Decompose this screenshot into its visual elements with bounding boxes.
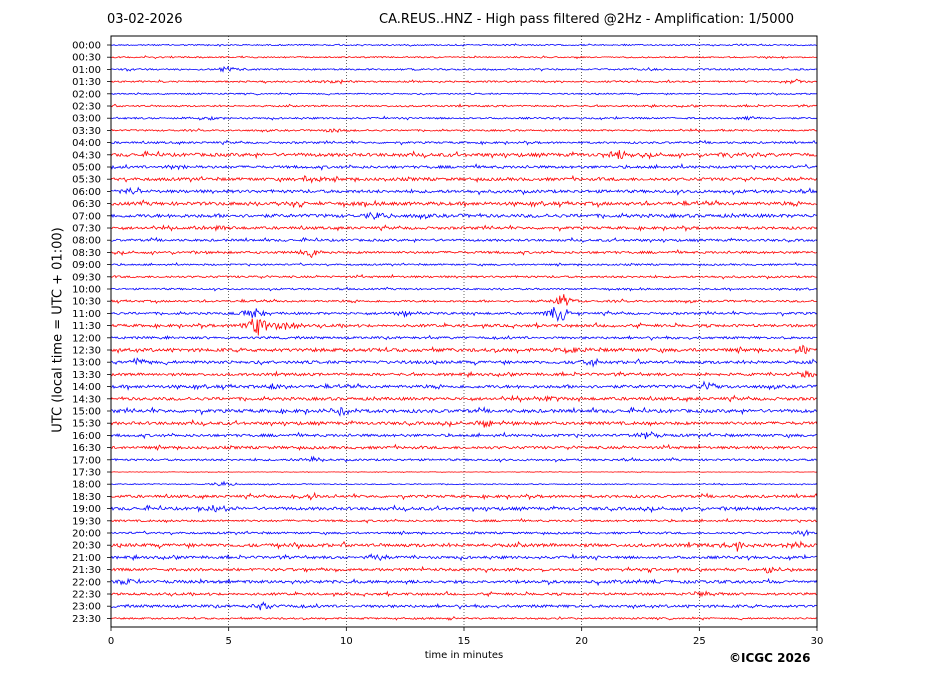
y-tick-label: 19:00 bbox=[72, 504, 101, 515]
trace-row-1930 bbox=[110, 517, 818, 524]
y-tick-label: 08:00 bbox=[72, 236, 101, 247]
y-tick-label: 20:30 bbox=[72, 541, 101, 552]
y-tick-label: 10:30 bbox=[72, 297, 101, 308]
x-tick-label: 10 bbox=[340, 636, 353, 647]
y-tick-label: 17:30 bbox=[72, 468, 101, 479]
copyright-label: ©ICGC 2026 bbox=[729, 651, 811, 665]
trace-row-1300 bbox=[111, 357, 818, 368]
trace-row-1330 bbox=[110, 370, 818, 379]
x-tick-label: 5 bbox=[225, 636, 231, 647]
y-tick-label: 08:30 bbox=[72, 248, 101, 259]
y-tick-label: 15:00 bbox=[72, 407, 101, 418]
trace-row-0500 bbox=[110, 162, 818, 171]
y-tick-label: 11:00 bbox=[72, 309, 101, 320]
date-label: 03-02-2026 bbox=[107, 12, 183, 27]
x-tick-label: 0 bbox=[108, 636, 114, 647]
y-tick-label: 23:30 bbox=[72, 614, 101, 625]
trace-row-2130 bbox=[110, 565, 818, 574]
x-axis-label: time in minutes bbox=[424, 650, 504, 661]
y-tick-label: 11:30 bbox=[72, 321, 101, 332]
y-tick-label: 02:00 bbox=[72, 89, 101, 100]
x-tick-label: 25 bbox=[693, 636, 706, 647]
y-tick-label: 18:30 bbox=[72, 492, 101, 503]
x-tick-labels: 0 5 10 15 20 25 30 bbox=[108, 627, 824, 647]
trace-group bbox=[110, 43, 818, 621]
y-tick-label: 00:30 bbox=[72, 53, 101, 64]
trace-row-1230 bbox=[110, 344, 818, 355]
trace-row-0430 bbox=[110, 150, 818, 160]
y-tick-label: 02:30 bbox=[72, 102, 101, 113]
trace-row-1800 bbox=[110, 480, 818, 487]
x-tick-label: 15 bbox=[458, 636, 471, 647]
y-tick-label: 04:00 bbox=[72, 138, 101, 149]
y-tick-label: 18:00 bbox=[72, 480, 101, 491]
trace-row-1000 bbox=[110, 286, 818, 292]
trace-row-1400 bbox=[110, 380, 818, 391]
y-tick-label: 21:00 bbox=[72, 553, 101, 564]
y-tick-label: 05:30 bbox=[72, 175, 101, 186]
y-tick-label: 09:30 bbox=[72, 272, 101, 283]
plot-frame bbox=[110, 35, 818, 628]
y-tick-label: 23:00 bbox=[72, 602, 101, 613]
y-tick-label: 06:00 bbox=[72, 187, 101, 198]
y-tick-label: 16:30 bbox=[72, 443, 101, 454]
y-tick-label: 21:30 bbox=[72, 565, 101, 576]
y-tick-label: 13:30 bbox=[72, 370, 101, 381]
trace-row-2000 bbox=[110, 529, 818, 537]
y-tick-label: 01:00 bbox=[72, 65, 101, 76]
y-tick-label: 14:30 bbox=[72, 394, 101, 405]
y-tick-label: 00:00 bbox=[72, 41, 101, 52]
y-tick-label: 14:00 bbox=[72, 382, 101, 393]
trace-row-2230 bbox=[110, 590, 818, 598]
y-tick-label: 22:30 bbox=[72, 590, 101, 601]
y-tick-label: 04:30 bbox=[72, 150, 101, 161]
y-tick-label: 03:30 bbox=[72, 126, 101, 137]
y-tick-label: 07:00 bbox=[72, 211, 101, 222]
y-tick-label: 13:00 bbox=[72, 358, 101, 369]
x-tick-label: 20 bbox=[575, 636, 588, 647]
trace-row-0030 bbox=[111, 55, 818, 60]
y-tick-label: 10:00 bbox=[72, 285, 101, 296]
y-tick-label: 16:00 bbox=[72, 431, 101, 442]
y-tick-label: 22:00 bbox=[72, 577, 101, 588]
trace-row-0400 bbox=[110, 139, 818, 146]
y-tick-label: 01:30 bbox=[72, 77, 101, 88]
trace-row-1600 bbox=[110, 431, 817, 440]
y-tick-label: 20:00 bbox=[72, 529, 101, 540]
trace-row-1130 bbox=[110, 318, 818, 336]
trace-row-0830 bbox=[110, 248, 818, 259]
y-tick-label: 17:00 bbox=[72, 455, 101, 466]
grid-lines bbox=[228, 36, 700, 627]
x-tick-label: 30 bbox=[811, 636, 824, 647]
trace-row-0300 bbox=[110, 115, 818, 121]
chart-title: CA.REUS..HNZ - High pass filtered @2Hz -… bbox=[379, 12, 795, 27]
y-tick-label: 06:30 bbox=[72, 199, 101, 210]
y-tick-label: 12:30 bbox=[72, 346, 101, 357]
y-tick-label: 19:30 bbox=[72, 516, 101, 527]
y-tick-label: 12:00 bbox=[72, 333, 101, 344]
trace-row-0600 bbox=[110, 186, 818, 196]
y-tick-label: 05:00 bbox=[72, 163, 101, 174]
y-tick-label: 09:00 bbox=[72, 260, 101, 271]
y-tick-label: 07:30 bbox=[72, 224, 101, 235]
y-tick-label: 03:00 bbox=[72, 114, 101, 125]
trace-row-0530 bbox=[110, 174, 818, 184]
y-tick-label: 15:30 bbox=[72, 419, 101, 430]
